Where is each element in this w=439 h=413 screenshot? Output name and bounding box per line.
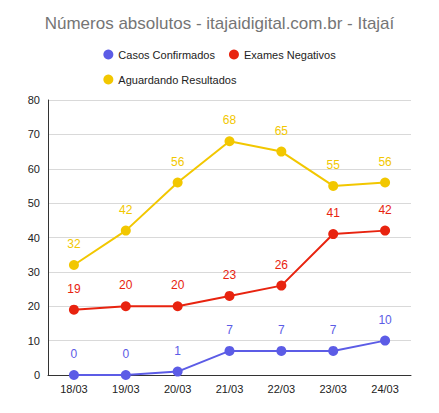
svg-text:18/03: 18/03 <box>60 383 88 395</box>
svg-text:65: 65 <box>275 124 289 138</box>
svg-text:19/03: 19/03 <box>112 383 140 395</box>
svg-text:20: 20 <box>119 278 133 292</box>
svg-text:55: 55 <box>327 158 341 172</box>
svg-text:20/03: 20/03 <box>164 383 192 395</box>
svg-text:22/03: 22/03 <box>268 383 296 395</box>
svg-text:20: 20 <box>28 300 40 312</box>
svg-text:Aguardando Resultados: Aguardando Resultados <box>118 74 237 86</box>
svg-text:26: 26 <box>275 258 289 272</box>
svg-text:7: 7 <box>226 323 233 337</box>
svg-text:7: 7 <box>278 323 285 337</box>
svg-text:0: 0 <box>71 347 78 361</box>
svg-text:Números absolutos - itajaidigi: Números absolutos - itajaidigital.com.br… <box>45 14 395 33</box>
svg-text:24/03: 24/03 <box>371 383 399 395</box>
svg-text:10: 10 <box>28 335 40 347</box>
svg-text:10: 10 <box>378 313 392 327</box>
svg-text:40: 40 <box>28 232 40 244</box>
svg-text:60: 60 <box>28 163 40 175</box>
svg-text:30: 30 <box>28 266 40 278</box>
svg-text:42: 42 <box>119 203 133 217</box>
svg-text:50: 50 <box>28 197 40 209</box>
svg-text:68: 68 <box>223 113 237 127</box>
svg-text:21/03: 21/03 <box>216 383 244 395</box>
svg-text:70: 70 <box>28 128 40 140</box>
svg-text:80: 80 <box>28 94 40 106</box>
svg-text:Casos Confirmados: Casos Confirmados <box>118 49 215 61</box>
svg-text:1: 1 <box>174 344 181 358</box>
svg-text:32: 32 <box>67 237 81 251</box>
svg-text:56: 56 <box>171 155 185 169</box>
svg-text:Exames Negativos: Exames Negativos <box>244 49 336 61</box>
svg-text:42: 42 <box>378 203 392 217</box>
svg-text:20: 20 <box>171 278 185 292</box>
svg-text:7: 7 <box>330 323 337 337</box>
svg-text:0: 0 <box>34 369 40 381</box>
svg-text:23: 23 <box>223 268 237 282</box>
svg-text:19: 19 <box>67 282 81 296</box>
svg-text:56: 56 <box>378 155 392 169</box>
svg-text:0: 0 <box>122 347 129 361</box>
svg-text:23/03: 23/03 <box>319 383 347 395</box>
svg-text:41: 41 <box>327 206 341 220</box>
